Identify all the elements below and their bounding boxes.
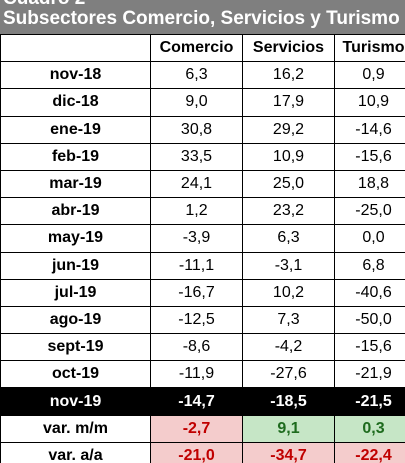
table-row: feb-19 33,5 10,9 -15,6 [0, 142, 405, 171]
corner-cell[interactable] [0, 33, 151, 63]
table-cell[interactable]: 1,2 [150, 197, 243, 226]
table-cell[interactable]: 29,2 [242, 115, 335, 144]
row-label[interactable]: oct-19 [0, 360, 151, 389]
row-label[interactable]: ene-19 [0, 115, 151, 144]
table-row: jul-19 -16,7 10,2 -40,6 [0, 278, 405, 307]
table-cell[interactable]: -2,7 [150, 414, 243, 443]
table-cell[interactable]: -40,6 [334, 278, 405, 307]
table-cell[interactable]: 10,9 [334, 88, 405, 117]
table-cell[interactable]: -15,6 [334, 333, 405, 362]
table-cell[interactable]: -27,6 [242, 360, 335, 389]
table-cell[interactable]: 17,9 [242, 88, 335, 117]
table-cell[interactable]: 0,0 [334, 224, 405, 253]
table-cell[interactable]: 6,3 [242, 224, 335, 253]
header-row: Comercio Servicios Turismo [0, 33, 405, 63]
row-label[interactable]: mar-19 [0, 169, 151, 199]
table-cell[interactable]: -34,7 [242, 441, 335, 463]
table-row: mar-19 24,1 25,0 18,8 [0, 169, 405, 199]
table-cell[interactable]: -25,0 [334, 197, 405, 226]
row-label[interactable]: nov-18 [0, 61, 151, 90]
row-label[interactable]: var. a/a [0, 441, 151, 463]
table-cell[interactable]: -21,9 [334, 360, 405, 389]
table-cell[interactable]: -22,4 [334, 441, 405, 463]
table-cell[interactable]: 30,8 [150, 115, 243, 144]
table-cell[interactable]: 6,8 [334, 251, 405, 280]
table-cell[interactable]: 23,2 [242, 197, 335, 226]
table-cell[interactable]: -14,6 [334, 115, 405, 144]
table-row: ago-19 -12,5 7,3 -50,0 [0, 305, 405, 335]
table-cell[interactable]: -12,5 [150, 305, 243, 335]
table-row: jun-19 -11,1 -3,1 6,8 [0, 251, 405, 280]
row-label[interactable]: may-19 [0, 224, 151, 253]
data-table: Comercio Servicios Turismo nov-18 6,3 16,2… [0, 33, 405, 463]
table-cell[interactable]: -8,6 [150, 333, 243, 362]
variation-row: var. a/a -21,0 -34,7 -22,4 [0, 441, 405, 463]
table-cell[interactable]: 24,1 [150, 169, 243, 199]
table-cell[interactable]: 9,1 [242, 414, 335, 443]
table-cell[interactable]: 10,9 [242, 142, 335, 171]
row-label[interactable]: sept-19 [0, 333, 151, 362]
table-cell[interactable]: -15,6 [334, 142, 405, 171]
table-cell[interactable]: -14,7 [150, 387, 243, 416]
table-row: dic-18 9,0 17,9 10,9 [0, 88, 405, 117]
row-label[interactable]: jun-19 [0, 251, 151, 280]
table-cell[interactable]: 25,0 [242, 169, 335, 199]
table-cell[interactable]: -3,1 [242, 251, 335, 280]
table-cell[interactable]: 7,3 [242, 305, 335, 335]
row-label[interactable]: abr-19 [0, 197, 151, 226]
row-label[interactable]: jul-19 [0, 278, 151, 307]
table-cell[interactable]: 18,8 [334, 169, 405, 199]
column-header-servicios[interactable]: Servicios [242, 33, 335, 63]
row-label[interactable]: feb-19 [0, 142, 151, 171]
table-cell[interactable]: 16,2 [242, 61, 335, 90]
table-cell[interactable]: 6,3 [150, 61, 243, 90]
table-cell[interactable]: -11,9 [150, 360, 243, 389]
variation-row: var. m/m -2,7 9,1 0,3 [0, 414, 405, 443]
table-row: nov-18 6,3 16,2 0,9 [0, 61, 405, 90]
table-title: Subsectores Comercio, Servicios y Turism… [3, 8, 400, 29]
table-row: sept-19 -8,6 -4,2 -15,6 [0, 333, 405, 362]
row-label[interactable]: ago-19 [0, 305, 151, 335]
table-cell[interactable]: -11,1 [150, 251, 243, 280]
row-label[interactable]: dic-18 [0, 88, 151, 117]
table-cell[interactable]: 10,2 [242, 278, 335, 307]
table-cell[interactable]: -16,7 [150, 278, 243, 307]
column-header-comercio[interactable]: Comercio [150, 33, 243, 63]
table-row: may-19 -3,9 6,3 0,0 [0, 224, 405, 253]
table-caption: Cuadro 2 [3, 0, 85, 10]
table-cell[interactable]: 9,0 [150, 88, 243, 117]
column-header-turismo[interactable]: Turismo [334, 33, 405, 63]
table-row: abr-19 1,2 23,2 -25,0 [0, 197, 405, 226]
title-band: Cuadro 2 Subsectores Comercio, Servicios… [0, 0, 405, 34]
table-cell[interactable]: 33,5 [150, 142, 243, 171]
table-cell[interactable]: 0,9 [334, 61, 405, 90]
table-cell[interactable]: -21,0 [150, 441, 243, 463]
table-cell[interactable]: 0,3 [334, 414, 405, 443]
table-row: oct-19 -11,9 -27,6 -21,9 [0, 360, 405, 389]
row-label[interactable]: var. m/m [0, 414, 151, 443]
table-body: nov-18 6,3 16,2 0,9 dic-18 9,0 17,9 10,9 ene-19 3… [0, 61, 405, 463]
table-cell[interactable]: -4,2 [242, 333, 335, 362]
row-label[interactable]: nov-19 [0, 387, 151, 416]
table-cell[interactable]: -18,5 [242, 387, 335, 416]
table-cell[interactable]: -3,9 [150, 224, 243, 253]
table-cell[interactable]: -50,0 [334, 305, 405, 335]
table-cell[interactable]: -21,5 [334, 387, 405, 416]
highlight-row: nov-19 -14,7 -18,5 -21,5 [0, 387, 405, 416]
table-row: ene-19 30,8 29,2 -14,6 [0, 115, 405, 144]
